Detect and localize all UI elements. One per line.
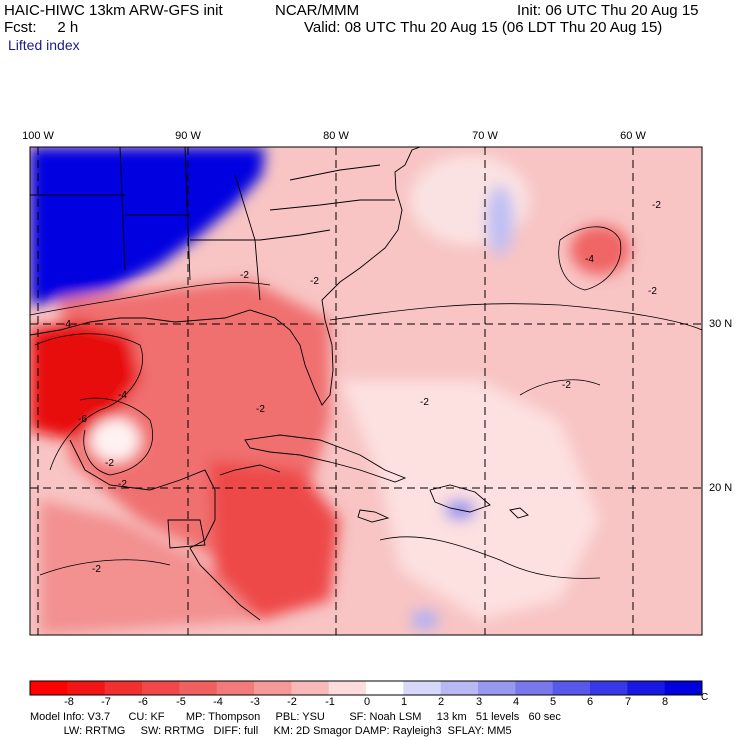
init-time: Init: 06 UTC Thu 20 Aug 15 xyxy=(517,2,699,19)
contour-label: -2 xyxy=(652,200,661,211)
cbar-tick: 1 xyxy=(400,696,408,708)
cbar-tick: -1 xyxy=(325,696,335,708)
cbar-tick: -3 xyxy=(250,696,260,708)
coastlines xyxy=(30,147,529,621)
contour-label: -4 xyxy=(62,319,71,330)
colorbar-swatch xyxy=(291,681,330,695)
cbar-tick: -2 xyxy=(287,696,297,708)
lon-label-80w: 80 W xyxy=(323,130,349,142)
contour-label: -2 xyxy=(105,458,114,469)
org-label: NCAR/MMM xyxy=(275,2,360,19)
model-info-line2: LW: RRTMG SW: RRTMG DIFF: full KM: 2D Sm… xyxy=(30,725,512,737)
colorbar-swatch xyxy=(254,681,292,695)
contour-labels: -2 -2 -2 -2 -2 -2 -2 -2 -2 -2 -4 -4 -4 -6 xyxy=(62,200,661,575)
contour-label: -2 xyxy=(420,397,429,408)
cbar-tick: 7 xyxy=(624,696,632,708)
colorbar-swatch xyxy=(478,681,516,695)
contours xyxy=(30,226,702,579)
lon-label-100w: 100 W xyxy=(22,130,54,142)
lat-label-20n: 20 N xyxy=(709,482,733,494)
contour-label: -2 xyxy=(310,276,319,287)
contour-label: -2 xyxy=(118,479,127,490)
field-name: Lifted index xyxy=(8,37,80,53)
map-field: -2 -2 -2 -2 -2 -2 -2 -2 -2 -2 -4 -4 -4 -6 xyxy=(30,147,702,635)
forecast-hour: Fcst: 2 h xyxy=(4,19,79,36)
contour-label: -6 xyxy=(78,414,87,425)
cbar-tick: 2 xyxy=(437,696,445,708)
colorbar xyxy=(29,680,703,696)
colorbar-swatch xyxy=(179,681,218,695)
model-title: HAIC-HIWC 13km ARW-GFS init xyxy=(4,2,223,19)
colorbar-swatch xyxy=(30,681,68,695)
colorbar-swatch xyxy=(216,681,255,695)
cbar-tick: -4 xyxy=(213,696,223,708)
colorbar-swatch xyxy=(627,681,666,695)
cbar-tick: 8 xyxy=(661,696,669,708)
contour-label: -2 xyxy=(256,404,265,415)
lat-label-30n: 30 N xyxy=(709,318,733,330)
contour-label: -2 xyxy=(240,270,249,281)
colorbar-swatch xyxy=(67,681,106,695)
cbar-tick: 6 xyxy=(586,696,594,708)
cbar-tick: -7 xyxy=(101,696,111,708)
colorbar-swatch xyxy=(328,681,367,695)
cbar-tick: -6 xyxy=(138,696,148,708)
cbar-tick: 0 xyxy=(363,696,371,708)
cbar-tick: 4 xyxy=(512,696,520,708)
contour-label: -2 xyxy=(562,380,571,391)
lon-label-60w: 60 W xyxy=(620,130,646,142)
colorbar-swatch xyxy=(590,681,628,695)
contour-label: -2 xyxy=(648,286,657,297)
contour-label: -2 xyxy=(92,564,101,575)
colorbar-swatch xyxy=(403,681,442,695)
model-info-line1: Model Info: V3.7 CU: KF MP: Thompson PBL… xyxy=(30,711,561,723)
colorbar-swatch xyxy=(515,681,554,695)
colorbar-swatch xyxy=(366,681,404,695)
colorbar-swatch xyxy=(664,681,703,695)
cbar-tick: 5 xyxy=(549,696,557,708)
contour-label: -4 xyxy=(585,254,594,265)
colorbar-swatch xyxy=(440,681,479,695)
contour-label: -4 xyxy=(118,390,127,401)
colorbar-swatch xyxy=(104,681,143,695)
colorbar-swatch xyxy=(552,681,591,695)
lon-label-70w: 70 W xyxy=(472,130,498,142)
colorbar-swatch xyxy=(142,681,180,695)
cbar-unit: °C xyxy=(697,692,709,703)
lon-label-90w: 90 W xyxy=(175,130,201,142)
colorbar-frame xyxy=(29,680,703,696)
cbar-tick: -5 xyxy=(176,696,186,708)
graticule xyxy=(30,147,702,635)
cbar-tick: 3 xyxy=(475,696,483,708)
cbar-tick: -8 xyxy=(64,696,74,708)
valid-time: Valid: 08 UTC Thu 20 Aug 15 (06 LDT Thu … xyxy=(304,19,663,36)
